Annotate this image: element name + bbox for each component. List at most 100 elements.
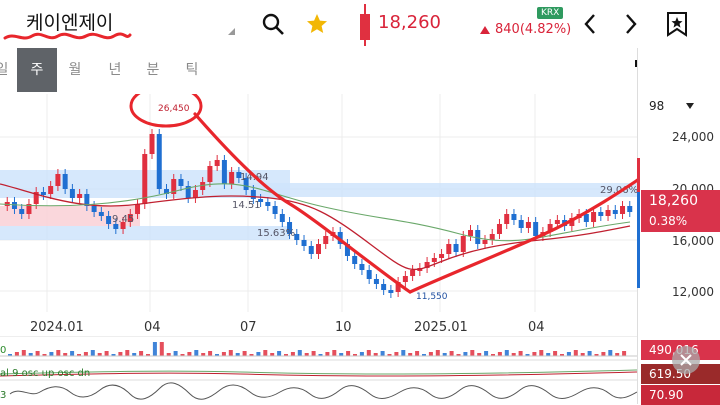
candle xyxy=(221,160,227,184)
high-circle-annotation xyxy=(129,94,203,128)
candle xyxy=(460,236,466,252)
candle xyxy=(127,214,133,222)
volume-bar xyxy=(304,353,309,356)
band-label-2: 14.51 xyxy=(232,200,261,211)
period-value[interactable]: 98 xyxy=(649,99,665,113)
tab-minute[interactable]: 분 xyxy=(146,62,160,78)
period-dropdown-icon[interactable] xyxy=(686,103,694,109)
indicator-value-2: 619.50 xyxy=(641,364,720,384)
price-axis-marker-top xyxy=(637,158,640,192)
candle xyxy=(207,166,213,182)
volume-bar xyxy=(532,352,537,356)
volume-bar xyxy=(546,353,551,356)
candle xyxy=(323,236,329,244)
candle xyxy=(410,270,416,276)
tab-month[interactable]: 월 xyxy=(68,62,82,78)
volume-bar xyxy=(456,354,461,356)
volume-bar xyxy=(235,353,240,356)
candle xyxy=(468,230,474,236)
volume-bar xyxy=(166,353,171,356)
candle xyxy=(475,230,481,244)
tab-year[interactable]: 년 xyxy=(108,62,122,78)
volume-bar xyxy=(608,350,613,356)
candle xyxy=(308,246,314,254)
volume-bar xyxy=(208,351,213,356)
candle xyxy=(149,134,155,154)
x-label-2: 04 xyxy=(144,320,161,335)
candle xyxy=(316,244,321,254)
candle xyxy=(185,186,191,198)
bookmark-star-icon[interactable] xyxy=(664,9,690,39)
x-label-1: 2024.01 xyxy=(30,320,84,335)
stock-name[interactable]: 케이엔제이 xyxy=(26,12,114,34)
volume-bar xyxy=(49,352,54,356)
price-axis-marker xyxy=(637,158,640,288)
candle xyxy=(11,202,17,209)
volume-bar xyxy=(415,351,420,356)
current-change-label: 0.38% xyxy=(649,214,688,228)
volume-bar xyxy=(28,353,33,356)
candle xyxy=(388,290,394,293)
volume-bar xyxy=(594,354,599,356)
volume-bar xyxy=(408,353,413,356)
candle xyxy=(156,134,162,189)
chevron-left-icon[interactable] xyxy=(577,10,603,38)
volume-bar xyxy=(35,351,40,356)
volume-bar xyxy=(111,354,116,356)
volume-bar xyxy=(297,350,302,356)
volume-bar xyxy=(187,352,192,356)
support-band xyxy=(0,226,290,240)
scribble-underline xyxy=(3,32,132,40)
volume-bar xyxy=(511,353,516,356)
candle xyxy=(533,222,539,236)
volume-bar xyxy=(194,350,199,356)
volume-bar xyxy=(56,350,61,356)
close-icon[interactable] xyxy=(672,346,700,374)
candle xyxy=(192,190,198,198)
volume-bar xyxy=(228,350,233,356)
candle xyxy=(620,206,626,214)
header-bar: 케이엔제이 18,260 KRX 840(4.82%) xyxy=(0,0,720,49)
volume-bar xyxy=(422,354,426,356)
volume-bar xyxy=(491,354,495,356)
volume-bar xyxy=(159,342,164,356)
stock-dropdown-icon[interactable] xyxy=(228,28,235,35)
trend-scribble-up xyxy=(408,178,637,294)
volume-bar xyxy=(435,350,440,356)
current-price-label: 18,260 xyxy=(649,193,698,209)
volume-bar xyxy=(525,354,530,356)
search-icon[interactable] xyxy=(258,10,288,38)
volume-bar xyxy=(118,352,123,356)
up-triangle-icon xyxy=(480,26,490,34)
candle xyxy=(591,212,597,222)
candle xyxy=(200,182,206,190)
tab-week[interactable]: 주 xyxy=(17,48,57,92)
volume-bar xyxy=(311,351,316,356)
price-chart[interactable]: 26,450 11,550 14.94 14.51 9.45 15.63% 29… xyxy=(0,94,637,312)
candle xyxy=(301,240,307,246)
candle xyxy=(554,220,560,224)
indicator-panels[interactable]: 0 al 9 osc up osc dn 3 xyxy=(0,336,637,404)
star-icon[interactable] xyxy=(302,10,332,38)
volume-bar xyxy=(146,354,150,356)
candle xyxy=(265,202,271,206)
low-label: 11,550 xyxy=(416,292,448,302)
x-label-4: 10 xyxy=(335,320,352,335)
tab-day[interactable]: 일 xyxy=(0,62,9,78)
candle xyxy=(489,234,495,240)
volume-bar xyxy=(373,353,378,356)
volume-bar xyxy=(518,351,523,356)
candle xyxy=(19,209,25,214)
volume-bar xyxy=(242,351,247,356)
candle xyxy=(91,206,97,212)
chevron-right-icon[interactable] xyxy=(618,10,644,38)
tab-tick[interactable]: 틱 xyxy=(185,62,199,78)
volume-bar xyxy=(401,350,406,356)
volume-bar xyxy=(587,351,592,356)
candle xyxy=(402,276,408,282)
candle xyxy=(250,190,256,199)
volume-bar xyxy=(249,354,254,356)
candle xyxy=(214,160,220,166)
candle xyxy=(359,264,365,270)
volume-bar xyxy=(104,351,109,356)
